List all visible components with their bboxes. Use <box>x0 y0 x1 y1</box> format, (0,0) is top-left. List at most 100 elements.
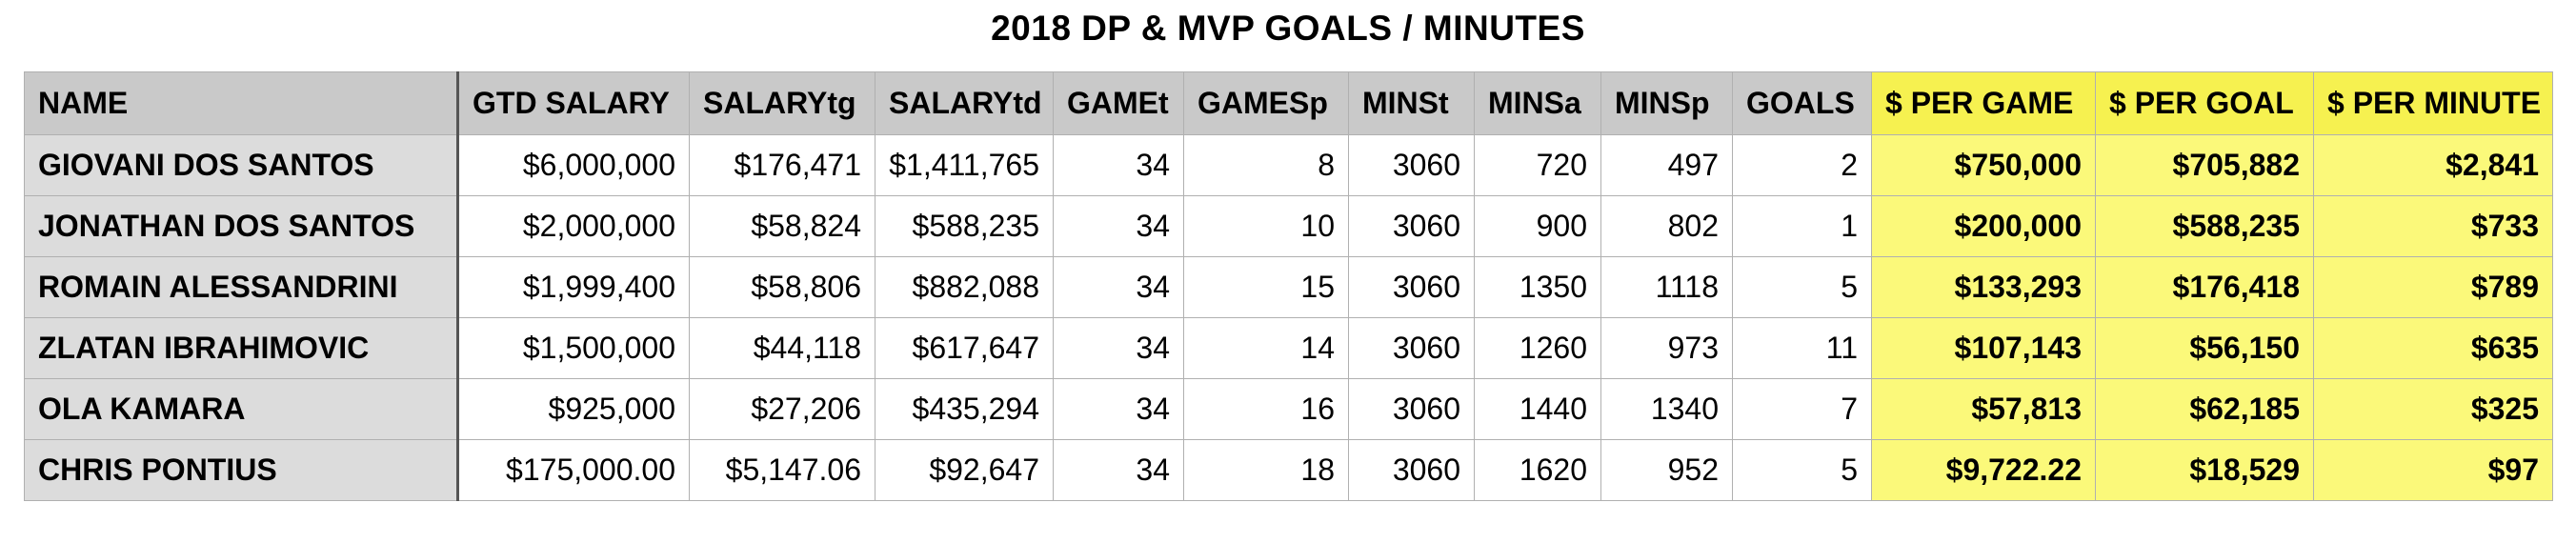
column-header: GAMEt <box>1053 71 1184 135</box>
table-cell: $18,529 <box>2095 439 2314 501</box>
column-header: MINSa <box>1474 71 1601 135</box>
table-cell: $750,000 <box>1871 134 2096 196</box>
table-cell: 8 <box>1183 134 1349 196</box>
table-cell: 16 <box>1183 378 1349 440</box>
table-cell: 952 <box>1600 439 1733 501</box>
column-header: GOALS <box>1732 71 1872 135</box>
table-row: OLA KAMARA $925,000 $27,206 $435,294 34 16 306… <box>24 378 2553 440</box>
table-cell: 18 <box>1183 439 1349 501</box>
table-cell: 3060 <box>1348 134 1475 196</box>
table-cell: 3060 <box>1348 256 1475 318</box>
table-cell: $617,647 <box>875 317 1054 379</box>
column-header: NAME <box>24 71 459 135</box>
table-cell: 1620 <box>1474 439 1601 501</box>
table-cell: $2,000,000 <box>457 195 690 257</box>
column-header: SALARYtg <box>689 71 875 135</box>
table-cell: 3060 <box>1348 317 1475 379</box>
player-name-cell: ZLATAN IBRAHIMOVIC <box>24 317 459 379</box>
table-cell: 34 <box>1053 134 1184 196</box>
table-cell: 3060 <box>1348 195 1475 257</box>
table-title: 2018 DP & MVP GOALS / MINUTES <box>991 9 1585 48</box>
table-cell: 15 <box>1183 256 1349 318</box>
table-cell: $200,000 <box>1871 195 2096 257</box>
table-cell: 3060 <box>1348 439 1475 501</box>
table-cell: 1440 <box>1474 378 1601 440</box>
table-row: JONATHAN DOS SANTOS $2,000,000 $58,824 $588… <box>24 195 2553 257</box>
table-cell: $882,088 <box>875 256 1054 318</box>
table-cell: 34 <box>1053 195 1184 257</box>
table-cell: $1,411,765 <box>875 134 1054 196</box>
table-cell: 34 <box>1053 256 1184 318</box>
table-cell: $176,418 <box>2095 256 2314 318</box>
table-cell: $133,293 <box>1871 256 2096 318</box>
table-cell: $107,143 <box>1871 317 2096 379</box>
table-body: GIOVANI DOS SANTOS $6,000,000 $176,471 $1,4… <box>24 134 2553 501</box>
player-name-cell: ROMAIN ALESSANDRINI <box>24 256 459 318</box>
table-cell: 5 <box>1732 439 1872 501</box>
table-cell: 34 <box>1053 439 1184 501</box>
table-cell: $2,841 <box>2313 134 2553 196</box>
table-cell: $705,882 <box>2095 134 2314 196</box>
table-cell: $733 <box>2313 195 2553 257</box>
table-cell: $435,294 <box>875 378 1054 440</box>
table-cell: 1340 <box>1600 378 1733 440</box>
table-cell: 34 <box>1053 317 1184 379</box>
table-cell: 802 <box>1600 195 1733 257</box>
table-cell: 1 <box>1732 195 1872 257</box>
table-cell: 10 <box>1183 195 1349 257</box>
table-cell: $925,000 <box>457 378 690 440</box>
table-cell: $1,500,000 <box>457 317 690 379</box>
table-cell: 497 <box>1600 134 1733 196</box>
table-cell: 973 <box>1600 317 1733 379</box>
table-cell: 1350 <box>1474 256 1601 318</box>
table-cell: $5,147.06 <box>689 439 875 501</box>
table-cell: 34 <box>1053 378 1184 440</box>
table-cell: $6,000,000 <box>457 134 690 196</box>
table-cell: $58,824 <box>689 195 875 257</box>
table-cell: $635 <box>2313 317 2553 379</box>
column-header: SALARYtd <box>875 71 1054 135</box>
table-cell: 900 <box>1474 195 1601 257</box>
column-header: $ PER GOAL <box>2095 71 2314 135</box>
table-cell: 2 <box>1732 134 1872 196</box>
table-cell: $175,000.00 <box>457 439 690 501</box>
table-row: GIOVANI DOS SANTOS $6,000,000 $176,471 $1,4… <box>24 134 2553 196</box>
table-cell: 1118 <box>1600 256 1733 318</box>
table-cell: $789 <box>2313 256 2553 318</box>
column-header: $ PER MINUTE <box>2313 71 2553 135</box>
column-header: MINSt <box>1348 71 1475 135</box>
player-name-cell: OLA KAMARA <box>24 378 459 440</box>
table-cell: 11 <box>1732 317 1872 379</box>
table-cell: $57,813 <box>1871 378 2096 440</box>
table-cell: 720 <box>1474 134 1601 196</box>
table-cell: $588,235 <box>875 195 1054 257</box>
table-cell: $27,206 <box>689 378 875 440</box>
salary-table: NAME GTD SALARY SALARYtg SALARYtd GAMEt GAMES… <box>24 71 2553 501</box>
table-row: ZLATAN IBRAHIMOVIC $1,500,000 $44,118 $617,… <box>24 317 2553 379</box>
table-cell: 7 <box>1732 378 1872 440</box>
table-cell: $176,471 <box>689 134 875 196</box>
table-row: ROMAIN ALESSANDRINI $1,999,400 $58,806 $882… <box>24 256 2553 318</box>
column-header: $ PER GAME <box>1871 71 2096 135</box>
header-row: NAME GTD SALARY SALARYtg SALARYtd GAMEt GAMES… <box>24 71 2553 135</box>
table-row: CHRIS PONTIUS $175,000.00 $5,147.06 $92,647… <box>24 439 2553 501</box>
table-cell: $325 <box>2313 378 2553 440</box>
table-cell: $92,647 <box>875 439 1054 501</box>
column-header: MINSp <box>1600 71 1733 135</box>
table-cell: 14 <box>1183 317 1349 379</box>
table-cell: $1,999,400 <box>457 256 690 318</box>
column-header: GAMESp <box>1183 71 1349 135</box>
column-header: GTD SALARY <box>457 71 690 135</box>
player-name-cell: JONATHAN DOS SANTOS <box>24 195 459 257</box>
table-cell: 1260 <box>1474 317 1601 379</box>
table-cell: $588,235 <box>2095 195 2314 257</box>
table-cell: $56,150 <box>2095 317 2314 379</box>
table-cell: $97 <box>2313 439 2553 501</box>
table-cell: 3060 <box>1348 378 1475 440</box>
table-cell: $58,806 <box>689 256 875 318</box>
table-cell: $9,722.22 <box>1871 439 2096 501</box>
player-name-cell: GIOVANI DOS SANTOS <box>24 134 459 196</box>
player-name-cell: CHRIS PONTIUS <box>24 439 459 501</box>
table-cell: 5 <box>1732 256 1872 318</box>
table-cell: $44,118 <box>689 317 875 379</box>
